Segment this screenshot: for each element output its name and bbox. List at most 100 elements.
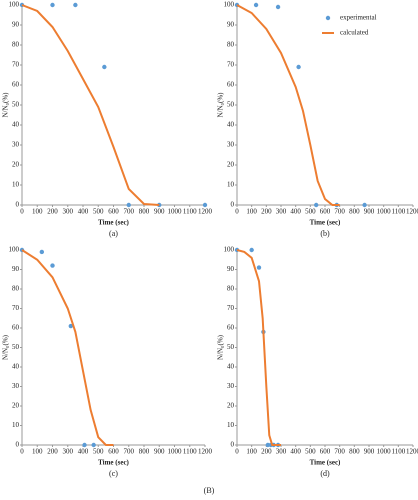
- y-tick-label: 40: [12, 121, 20, 129]
- x-tick-label: 400: [78, 448, 89, 456]
- y-tick-label: 50: [227, 101, 235, 109]
- y-tick-label: 0: [16, 441, 20, 449]
- caption: (c): [109, 469, 118, 478]
- x-tick-label: 1200: [406, 448, 418, 456]
- x-axis-label: Time (sec): [310, 459, 341, 467]
- y-tick-label: 10: [12, 181, 20, 189]
- x-tick-label: 800: [349, 448, 360, 456]
- x-tick-label: 700: [334, 448, 345, 456]
- y-tick-label: 90: [12, 21, 20, 29]
- x-tick-label: 1100: [391, 208, 405, 216]
- y-tick-label: 20: [12, 161, 20, 169]
- legend-marker: [325, 15, 331, 21]
- y-tick-label: 70: [227, 304, 235, 312]
- x-tick-label: 900: [364, 448, 375, 456]
- y-tick-label: 30: [12, 382, 20, 390]
- x-tick-label: 0: [235, 448, 239, 456]
- x-tick-label: 700: [124, 208, 135, 216]
- y-axis-label: N/N₀(%): [217, 92, 225, 118]
- x-tick-label: 1200: [406, 208, 418, 216]
- y-tick-label: 80: [227, 41, 235, 49]
- y-tick-label: 90: [227, 21, 235, 29]
- x-tick-label: 800: [139, 208, 150, 216]
- x-axis-label: Time (sec): [98, 459, 129, 467]
- y-tick-label: 60: [227, 81, 235, 89]
- x-tick-label: 500: [305, 208, 316, 216]
- y-tick-label: 10: [227, 181, 235, 189]
- experimental-point: [314, 202, 319, 208]
- y-tick-label: 90: [12, 265, 20, 273]
- x-tick-label: 600: [320, 448, 331, 456]
- legend-label: calculated: [340, 29, 369, 37]
- y-tick-label: 80: [12, 285, 20, 293]
- x-tick-label: 1200: [198, 208, 213, 216]
- y-tick-label: 80: [227, 285, 235, 293]
- experimental-point: [362, 202, 367, 208]
- x-tick-label: 1000: [168, 208, 183, 216]
- x-tick-label: 1000: [377, 448, 392, 456]
- y-tick-label: 0: [16, 201, 20, 209]
- x-tick-label: 500: [305, 448, 316, 456]
- experimental-point: [126, 202, 131, 208]
- x-tick-label: 900: [154, 208, 165, 216]
- y-tick-label: 20: [227, 161, 235, 169]
- x-tick-label: 800: [349, 208, 360, 216]
- y-axis-label: N/N₀(%): [217, 334, 225, 360]
- y-tick-label: 100: [9, 1, 20, 9]
- y-tick-label: 70: [227, 61, 235, 69]
- x-tick-label: 100: [32, 208, 43, 216]
- calculated-line: [236, 4, 340, 206]
- y-tick-label: 0: [231, 201, 235, 209]
- x-tick-label: 1100: [183, 208, 197, 216]
- x-tick-label: 200: [47, 208, 58, 216]
- y-axis-label: N/N₀(%): [2, 334, 10, 360]
- x-tick-label: 100: [246, 448, 257, 456]
- experimental-point: [50, 2, 55, 8]
- y-tick-label: 30: [12, 141, 20, 149]
- y-tick-label: 50: [12, 343, 20, 351]
- x-tick-label: 400: [78, 208, 89, 216]
- calculated-line: [236, 249, 281, 446]
- x-tick-label: 300: [63, 448, 74, 456]
- x-tick-label: 900: [154, 448, 165, 456]
- x-tick-label: 600: [108, 208, 119, 216]
- legend-label: experimental: [340, 14, 377, 22]
- x-tick-label: 500: [93, 208, 104, 216]
- y-tick-label: 90: [227, 265, 235, 273]
- y-tick-label: 40: [227, 363, 235, 371]
- x-tick-label: 400: [290, 448, 301, 456]
- experimental-point: [275, 4, 281, 10]
- x-tick-label: 200: [261, 448, 272, 456]
- y-tick-label: 20: [12, 402, 20, 410]
- figure-label: (B): [204, 486, 215, 495]
- x-tick-label: 800: [139, 448, 150, 456]
- experimental-point: [202, 202, 208, 208]
- x-tick-label: 1000: [377, 208, 392, 216]
- x-tick-label: 1100: [183, 448, 197, 456]
- y-tick-label: 30: [227, 382, 235, 390]
- x-tick-label: 100: [32, 448, 43, 456]
- experimental-point: [91, 442, 96, 448]
- experimental-point: [82, 442, 87, 448]
- caption: (d): [320, 469, 330, 478]
- experimental-point: [39, 249, 45, 255]
- x-tick-label: 600: [320, 208, 331, 216]
- y-tick-label: 0: [231, 441, 235, 449]
- caption: (a): [109, 229, 118, 238]
- x-tick-label: 1200: [198, 448, 213, 456]
- y-tick-label: 40: [227, 121, 235, 129]
- x-tick-label: 0: [20, 208, 24, 216]
- x-tick-label: 700: [124, 448, 135, 456]
- experimental-point: [73, 2, 78, 8]
- x-tick-label: 500: [93, 448, 104, 456]
- x-tick-label: 900: [364, 208, 375, 216]
- x-tick-label: 100: [246, 208, 257, 216]
- y-tick-label: 60: [12, 81, 20, 89]
- y-tick-label: 70: [12, 304, 20, 312]
- caption: (b): [320, 229, 330, 238]
- x-tick-label: 1100: [391, 448, 405, 456]
- x-tick-label: 600: [108, 448, 119, 456]
- y-tick-label: 80: [12, 41, 20, 49]
- experimental-point: [256, 265, 262, 270]
